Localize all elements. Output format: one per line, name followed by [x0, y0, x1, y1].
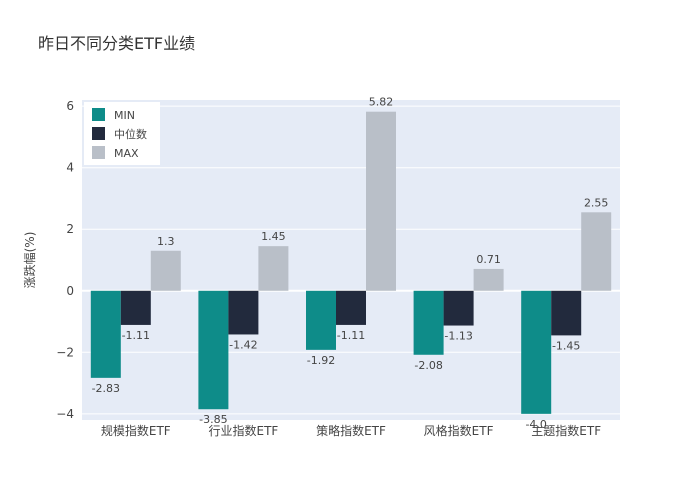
bar	[306, 290, 336, 350]
bar	[90, 290, 121, 378]
legend-label: MIN	[114, 109, 135, 122]
y-axis-ticks: −4 −2 0 2 4 6	[56, 99, 74, 421]
bar-value-label: -1.92	[307, 354, 335, 367]
bar-value-label: 5.82	[369, 96, 394, 109]
x-tick-label: 风格指数ETF	[424, 423, 494, 438]
legend-label: MAX	[114, 147, 139, 160]
bar	[228, 290, 259, 335]
bar-labels: -2.83-1.111.3-3.85-1.421.45-1.92-1.115.8…	[92, 96, 609, 431]
y-tick-label: −4	[56, 407, 74, 421]
bar-value-label: -3.85	[199, 413, 227, 426]
bar-value-label: -1.13	[444, 330, 472, 343]
bar	[581, 212, 612, 291]
bar	[443, 290, 474, 326]
x-tick-label: 主题指数ETF	[531, 423, 601, 438]
bar-value-label: 1.45	[261, 230, 286, 243]
chart-title: 昨日不同分类ETF业绩	[38, 34, 196, 53]
y-tick-label: 6	[66, 99, 74, 113]
bar-value-label: 2.55	[584, 196, 609, 209]
bar	[413, 290, 444, 355]
y-axis-label: 涨跌幅(%)	[22, 232, 37, 289]
bar	[366, 111, 396, 291]
legend-label: 中位数	[114, 127, 147, 141]
y-tick-label: −2	[56, 345, 74, 359]
legend-swatch	[92, 146, 105, 159]
y-tick-label: 0	[66, 284, 74, 298]
legend-swatch	[92, 127, 105, 140]
bar	[120, 290, 151, 325]
x-tick-label: 策略指数ETF	[316, 423, 386, 438]
bar-value-label: -1.45	[552, 339, 580, 352]
x-tick-label: 规模指数ETF	[101, 423, 171, 438]
bar	[258, 246, 289, 291]
bar-value-label: -1.11	[337, 329, 365, 342]
x-tick-label: 行业指数ETF	[208, 423, 278, 438]
bar	[336, 290, 366, 325]
bar	[473, 268, 504, 291]
legend-swatch	[92, 108, 105, 121]
bar-value-label: 0.71	[476, 253, 501, 266]
bar-value-label: -1.11	[122, 329, 150, 342]
bar-value-label: -4.0	[525, 418, 546, 431]
bars	[90, 111, 612, 414]
bar-value-label: -2.08	[414, 359, 442, 372]
y-tick-label: 4	[66, 161, 74, 175]
legend: MIN 中位数 MAX	[84, 102, 160, 165]
x-axis-ticks: 规模指数ETF 行业指数ETF 策略指数ETF 风格指数ETF 主题指数ETF	[101, 423, 601, 438]
bar-value-label: -2.83	[92, 382, 120, 395]
bar	[551, 290, 582, 336]
bar	[150, 250, 181, 291]
bar-value-label: 1.3	[157, 235, 175, 248]
y-tick-label: 2	[66, 222, 74, 236]
bar-value-label: -1.42	[229, 338, 257, 351]
bar	[521, 290, 552, 414]
bar	[198, 290, 229, 410]
